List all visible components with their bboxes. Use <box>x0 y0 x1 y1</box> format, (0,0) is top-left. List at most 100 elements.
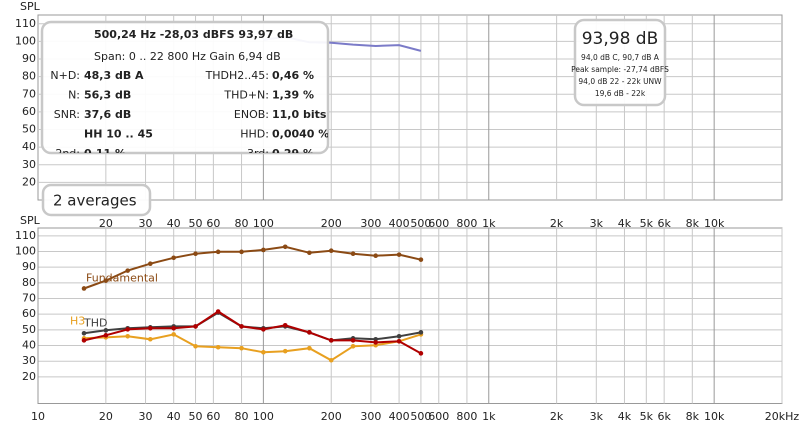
series-label: THD <box>83 316 107 329</box>
readout-line: Span: 0 .. 22 800 Hz Gain 6,94 dB <box>94 50 281 63</box>
data-point <box>171 325 176 331</box>
x-tick-label: 50 <box>189 217 203 230</box>
series-line <box>83 333 422 362</box>
x-tick-label: 20kHz <box>765 410 800 423</box>
y-axis-label: SPL <box>20 214 41 227</box>
readout-cell: THDH2..45: <box>205 69 269 82</box>
data-point <box>171 332 176 337</box>
readout-cell: 0,29 % <box>272 147 314 160</box>
x-tick-label: 4k <box>618 410 632 423</box>
data-point <box>81 338 87 343</box>
readout-panel <box>40 20 330 155</box>
data-point <box>307 330 312 335</box>
y-tick-label: 40 <box>22 140 36 153</box>
data-point <box>148 261 153 267</box>
x-tick-label: 200 <box>321 217 342 230</box>
x-tick-label: 500 <box>410 217 431 230</box>
x-tick-label: 3k <box>590 217 604 230</box>
readout-cell: THD+N: <box>223 89 269 102</box>
data-point <box>282 244 288 250</box>
data-point <box>418 330 424 335</box>
data-point <box>103 328 109 333</box>
averages-panel <box>41 183 152 217</box>
x-tick-label: 8k <box>686 217 700 230</box>
data-point <box>81 286 87 291</box>
x-tick-label: 50 <box>189 410 203 423</box>
y-tick-label: 80 <box>22 70 36 83</box>
x-tick-label: 800 <box>456 217 477 230</box>
x-tick-label: 100 <box>253 410 274 423</box>
readout-cell: 37,6 dB <box>84 108 131 121</box>
series-label: H3 <box>70 314 85 327</box>
x-tick-label: 30 <box>139 410 153 423</box>
data-point <box>193 324 198 329</box>
data-point <box>171 255 176 261</box>
readout-cell: HH 10 .. 45 <box>84 128 153 141</box>
data-point <box>282 323 288 328</box>
readout-line: 500,24 Hz -28,03 dBFS 93,97 dB <box>94 28 293 41</box>
data-point <box>282 348 288 354</box>
x-tick-label: 30 <box>139 217 153 230</box>
x-tick-label: 800 <box>456 410 477 423</box>
data-point <box>418 257 424 262</box>
data-point <box>148 336 153 342</box>
y-axis-label: SPL <box>20 0 41 13</box>
readout-cell: ENOB: <box>234 108 269 121</box>
data-point <box>239 324 244 329</box>
data-point <box>261 327 266 332</box>
series-line <box>83 310 422 355</box>
data-point <box>148 325 153 331</box>
x-tick-label: 1k <box>482 410 496 423</box>
data-point <box>261 349 266 355</box>
y-tick-label: 90 <box>22 52 36 65</box>
series-line <box>83 245 422 290</box>
data-point <box>328 248 334 254</box>
x-tick-label: 20 <box>99 410 113 423</box>
data-point <box>215 309 221 314</box>
x-tick-label: 3k <box>590 410 604 423</box>
data-point <box>125 327 130 332</box>
x-tick-label: 10k <box>704 410 725 423</box>
series-label: Fundamental <box>86 271 158 284</box>
readout-cell: 2nd: <box>55 147 80 160</box>
data-point <box>81 331 87 336</box>
data-point <box>193 344 198 349</box>
x-tick-label: 20 <box>99 217 113 230</box>
y-tick-label: 80 <box>22 276 36 289</box>
data-point <box>215 344 221 350</box>
data-point <box>373 253 378 259</box>
y-tick-label: 110 <box>15 229 36 242</box>
y-tick-label: 20 <box>22 370 36 383</box>
y-tick-label: 40 <box>22 339 36 352</box>
readout-cell: 0,46 % <box>272 69 314 82</box>
readout-cell: 56,3 dB <box>84 89 131 102</box>
readout-cell: 11,0 bits <box>272 108 327 121</box>
summary-line: 94,0 dB C, 90,7 dB A <box>581 53 660 62</box>
x-tick-label: 10 <box>31 410 45 423</box>
x-tick-label: 60 <box>206 217 220 230</box>
data-point <box>239 249 244 255</box>
y-tick-label: 70 <box>22 292 36 305</box>
x-tick-label: 5k <box>640 410 654 423</box>
data-point <box>350 251 356 256</box>
y-tick-label: 60 <box>22 307 36 320</box>
readout-content: 500,24 Hz -28,03 dBFS 93,97 dB Span: 0 ..… <box>50 28 328 160</box>
data-point <box>125 333 130 339</box>
x-tick-label: 40 <box>167 217 181 230</box>
y-tick-label: 90 <box>22 260 36 273</box>
data-point <box>193 251 198 256</box>
y-tick-label: 50 <box>22 123 36 136</box>
readout-cell: SNR: <box>54 108 80 121</box>
summary-line: Peak sample: -27,74 dBFS <box>571 65 669 74</box>
readout-cell: 3rd: <box>247 147 269 160</box>
x-tick-label: 6k <box>657 217 671 230</box>
y-tick-label: 20 <box>22 175 36 188</box>
data-point <box>373 340 378 345</box>
x-tick-label: 400 <box>389 410 410 423</box>
readout-cell: 48,3 dB A <box>84 69 144 82</box>
summary-line: 19,6 dB - 22k <box>595 89 646 98</box>
data-point <box>307 345 312 351</box>
y-tick-label: 100 <box>15 245 36 258</box>
readout-cell: 1,39 % <box>272 89 314 102</box>
data-point <box>328 338 334 343</box>
